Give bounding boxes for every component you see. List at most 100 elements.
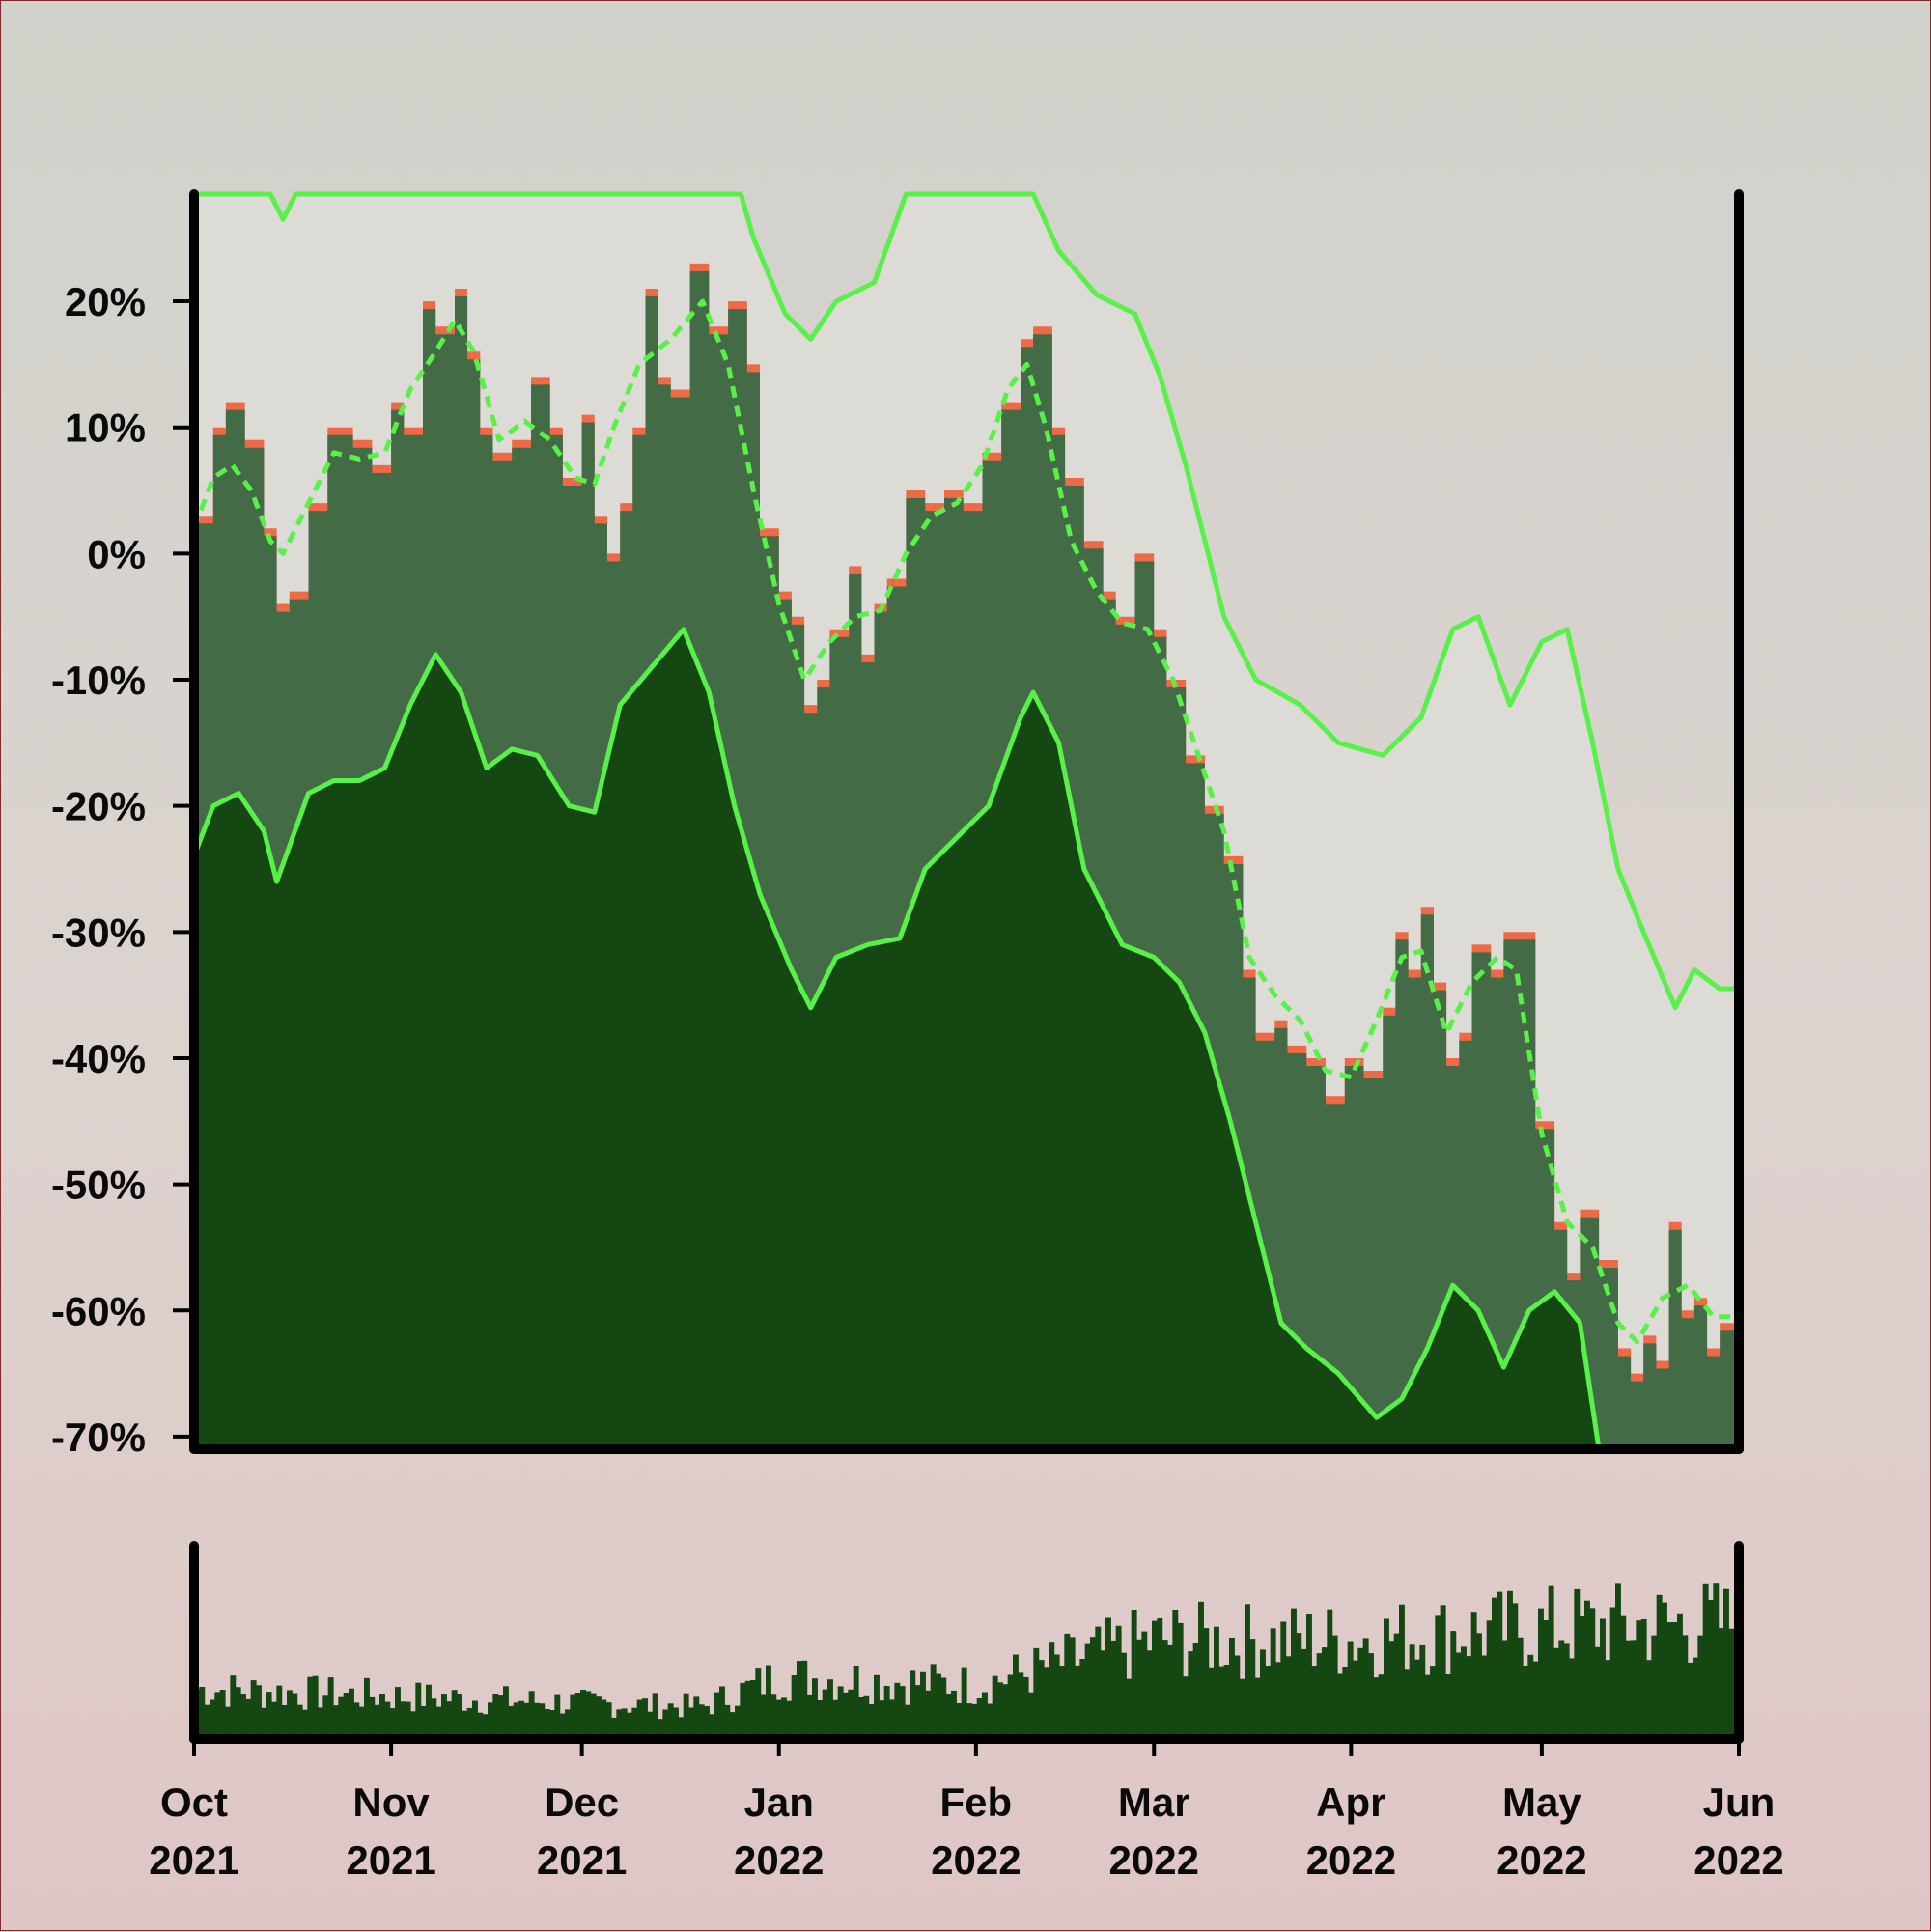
volume-bar	[219, 1690, 226, 1739]
volume-bar	[750, 1680, 756, 1739]
volume-bar	[1492, 1597, 1497, 1739]
volume-bar	[874, 1674, 880, 1739]
volume-bar	[755, 1668, 762, 1739]
volume-bar	[1301, 1648, 1307, 1739]
volume-bar	[358, 1706, 365, 1739]
x-tick-label-month: Mar	[1118, 1779, 1190, 1825]
volume-bar	[1100, 1650, 1106, 1739]
volume-bar	[1584, 1600, 1590, 1739]
volume-bar	[1018, 1672, 1024, 1739]
volume-bar	[1049, 1642, 1055, 1739]
volume-bar	[322, 1695, 329, 1739]
volume-bar	[266, 1692, 272, 1739]
x-tick-label-year: 2022	[1693, 1837, 1783, 1883]
volume-bar	[466, 1707, 473, 1739]
volume-bar	[349, 1688, 354, 1739]
volume-bar	[1662, 1602, 1667, 1739]
volume-bar	[766, 1665, 771, 1739]
volume-panel	[194, 1583, 1740, 1739]
volume-bar	[1331, 1635, 1338, 1739]
volume-bar	[1053, 1654, 1060, 1739]
volume-bar	[997, 1682, 1003, 1739]
volume-bar	[410, 1711, 416, 1739]
volume-bar	[827, 1679, 833, 1739]
volume-bar	[1357, 1647, 1364, 1739]
volume-bar	[1342, 1667, 1349, 1739]
x-tick-label-year: 2022	[734, 1837, 824, 1883]
volume-bar	[1079, 1659, 1086, 1739]
volume-bar	[199, 1687, 206, 1739]
volume-bar	[1161, 1640, 1168, 1739]
volume-bar	[327, 1677, 334, 1739]
volume-bar	[240, 1694, 246, 1739]
volume-bar	[1574, 1588, 1581, 1739]
volume-bar	[549, 1710, 555, 1739]
y-tick-label: -10%	[51, 658, 146, 703]
volume-bar	[781, 1697, 787, 1739]
y-tick-label: -40%	[51, 1036, 146, 1081]
volume-bar	[1316, 1653, 1323, 1739]
volume-bar	[1028, 1692, 1034, 1739]
volume-bar	[1192, 1643, 1199, 1739]
volume-bar	[1095, 1626, 1102, 1739]
volume-bar	[1481, 1655, 1488, 1739]
volume-bar	[714, 1692, 720, 1739]
volume-bar	[1105, 1617, 1111, 1739]
volume-bar	[1270, 1628, 1276, 1739]
volume-bar	[544, 1709, 550, 1739]
volume-bar	[250, 1680, 257, 1739]
x-tick-label-year: 2022	[1306, 1837, 1396, 1883]
volume-bar	[1640, 1619, 1647, 1739]
volume-bar	[636, 1699, 643, 1739]
y-tick-label: -70%	[51, 1414, 146, 1460]
volume-bar	[631, 1707, 638, 1739]
volume-bar	[1543, 1620, 1550, 1739]
volume-bar	[364, 1677, 370, 1739]
volume-bar	[797, 1661, 802, 1739]
x-tick-label-year: 2021	[149, 1837, 238, 1883]
volume-bar	[1069, 1637, 1076, 1739]
volume-bar	[1013, 1654, 1019, 1739]
volume-bar	[1347, 1641, 1354, 1739]
volume-bar	[848, 1689, 854, 1739]
volume-bar	[318, 1707, 323, 1739]
volume-bar	[1152, 1620, 1158, 1739]
volume-bar	[1476, 1633, 1482, 1739]
volume-bar	[580, 1690, 586, 1739]
volume-bar	[343, 1693, 350, 1739]
volume-bar	[627, 1712, 632, 1739]
volume-bar	[1605, 1660, 1611, 1739]
volume-bar	[1466, 1656, 1472, 1739]
volume-bar	[1589, 1608, 1596, 1739]
volume-bar	[1007, 1674, 1014, 1739]
volume-bar	[1311, 1666, 1318, 1739]
volume-bar	[1337, 1673, 1343, 1739]
volume-bar	[1501, 1640, 1508, 1739]
volume-bar	[1404, 1669, 1411, 1739]
volume-bar	[1579, 1616, 1585, 1739]
volume-bar	[369, 1696, 376, 1739]
volume-bar	[940, 1677, 947, 1739]
volume-bar	[1440, 1605, 1446, 1739]
volume-bar	[1322, 1647, 1328, 1739]
volume-bar	[1548, 1585, 1554, 1739]
volume-bar	[296, 1704, 303, 1739]
volume-bar	[1291, 1608, 1297, 1739]
volume-bar	[528, 1691, 535, 1739]
volume-bar	[1388, 1641, 1395, 1739]
volume-bar	[1553, 1647, 1559, 1739]
volume-bar	[1038, 1660, 1045, 1739]
volume-bar	[770, 1694, 777, 1739]
volume-bar	[1507, 1590, 1513, 1739]
volume-bar	[1538, 1608, 1544, 1739]
volume-bar	[1399, 1604, 1405, 1739]
volume-bar	[492, 1694, 499, 1739]
volume-bar	[709, 1714, 715, 1739]
moving-average-line	[191, 298, 1739, 1345]
volume-bar	[374, 1704, 380, 1739]
volume-bar	[667, 1703, 674, 1739]
y-tick-label: 20%	[65, 279, 146, 324]
volume-bar	[806, 1694, 813, 1739]
y-tick-label: -50%	[51, 1162, 146, 1208]
volume-bar	[457, 1694, 462, 1739]
